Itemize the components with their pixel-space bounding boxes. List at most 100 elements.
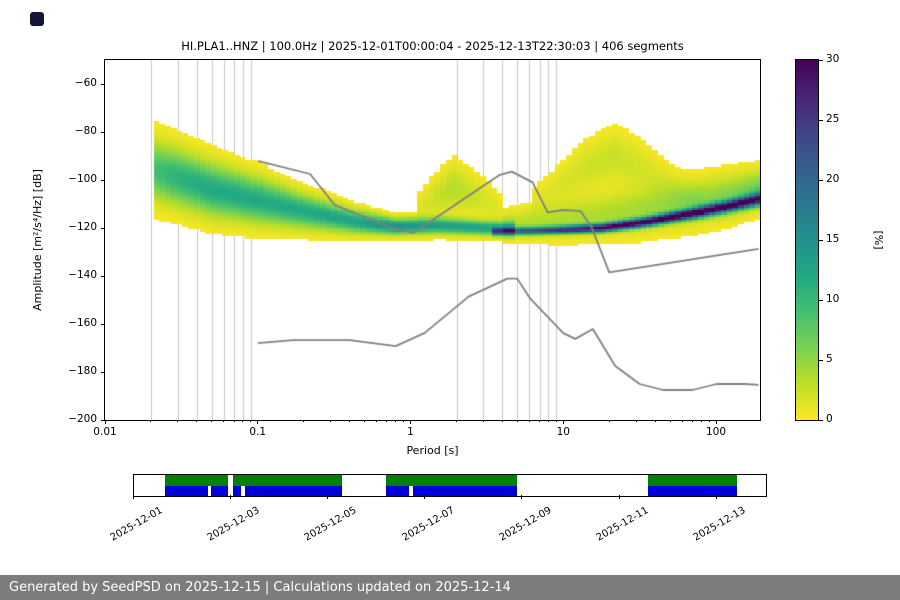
availability-segment-coverage-bottom	[233, 485, 241, 496]
x-minor-tick	[654, 420, 656, 422]
x-minor-tick	[364, 420, 366, 422]
x-minor-tick	[196, 420, 198, 422]
x-minor-tick	[403, 420, 405, 422]
x-tick	[410, 420, 412, 424]
x-tick	[104, 420, 106, 424]
availability-segment-coverage-bottom	[245, 485, 342, 496]
y-tick	[101, 323, 105, 325]
x-minor-tick	[233, 420, 235, 422]
x-minor-tick	[669, 420, 671, 422]
y-tick-label: −100	[68, 173, 97, 185]
availability-segment-coverage-top	[647, 475, 737, 486]
y-tick-label: −160	[68, 317, 97, 329]
colorbar-tick-label: 5	[826, 353, 833, 365]
x-minor-tick	[223, 420, 225, 422]
timeline-tick	[424, 495, 426, 499]
status-bar-text: Generated by SeedPSD on 2025-12-15 | Cal…	[9, 580, 511, 595]
availability-segment-coverage-bottom	[211, 485, 229, 496]
x-tick-label: 100	[706, 426, 727, 438]
colorbar-tick	[819, 179, 823, 181]
x-minor-tick	[681, 420, 683, 422]
x-minor-tick	[386, 420, 388, 422]
y-tick	[101, 179, 105, 181]
colorbar-tick-label: 0	[826, 413, 833, 425]
x-minor-tick	[242, 420, 244, 422]
y-tick	[101, 83, 105, 85]
status-bar: Generated by SeedPSD on 2025-12-15 | Cal…	[0, 575, 900, 600]
colorbar-tick-label: 30	[826, 53, 840, 65]
timeline-tick	[229, 495, 231, 499]
x-minor-tick	[547, 420, 549, 422]
timeline-date-label: 2025-12-07	[400, 505, 457, 544]
timeline-date-label: 2025-12-01	[108, 505, 165, 544]
ppsd-heatmap-canvas	[105, 60, 760, 420]
colorbar-tick-label: 10	[826, 293, 840, 305]
x-minor-tick	[303, 420, 305, 422]
x-tick-label: 0.01	[93, 426, 117, 438]
availability-timeline-bar	[133, 474, 767, 497]
colorbar-gradient	[795, 59, 819, 421]
y-tick-label: −200	[68, 413, 97, 425]
timeline-date-label: 2025-12-09	[497, 505, 554, 544]
timeline-date-label: 2025-12-11	[594, 505, 651, 544]
timeline-date-label: 2025-12-03	[205, 505, 262, 544]
x-minor-tick	[330, 420, 332, 422]
window-icon	[30, 12, 44, 26]
x-minor-tick	[150, 420, 152, 422]
colorbar-tick	[819, 119, 823, 121]
x-minor-tick	[482, 420, 484, 422]
y-tick	[101, 275, 105, 277]
timeline-date-label: 2025-12-13	[692, 505, 748, 544]
x-minor-tick	[211, 420, 213, 422]
x-minor-tick	[635, 420, 637, 422]
x-minor-tick	[349, 420, 351, 422]
y-tick	[101, 227, 105, 229]
y-tick-label: −80	[74, 125, 97, 137]
y-tick	[101, 371, 105, 373]
colorbar-tick	[819, 359, 823, 361]
x-minor-tick	[177, 420, 179, 422]
availability-segment-coverage-bottom	[164, 485, 208, 496]
colorbar-tick-label: 20	[826, 173, 840, 185]
y-tick	[101, 419, 105, 421]
x-minor-tick	[516, 420, 518, 422]
timeline-date-label: 2025-12-05	[303, 505, 359, 544]
y-tick-label: −120	[68, 221, 97, 233]
x-minor-tick	[708, 420, 710, 422]
colorbar-tick	[819, 299, 823, 301]
x-minor-tick	[555, 420, 557, 422]
timeline-tick	[521, 495, 523, 499]
availability-segment-coverage-top	[164, 475, 229, 486]
colorbar-tick	[819, 59, 823, 61]
timeline-tick	[132, 495, 134, 499]
timeline-tick	[326, 495, 328, 499]
x-tick-label: 1	[407, 426, 414, 438]
y-tick-label: −180	[68, 365, 97, 377]
plot-title: HI.PLA1..HNZ | 100.0Hz | 2025-12-01T00:0…	[181, 39, 684, 53]
x-tick	[715, 420, 717, 424]
x-minor-tick	[456, 420, 457, 422]
y-tick-label: −60	[74, 77, 97, 89]
colorbar-label: [%]	[872, 230, 885, 250]
x-axis-label: Period [s]	[406, 444, 459, 457]
x-minor-tick	[691, 420, 693, 422]
x-tick	[257, 420, 259, 424]
availability-segment-coverage-bottom	[647, 485, 737, 496]
availability-segment-coverage-bottom	[413, 485, 517, 496]
availability-segment-coverage-top	[233, 475, 342, 486]
y-tick	[101, 131, 105, 133]
x-minor-tick	[395, 420, 397, 422]
timeline-tick	[618, 495, 620, 499]
y-axis-label: Amplitude [m²/s⁴/Hz] [dB]	[31, 169, 44, 311]
x-tick-label: 10	[556, 426, 570, 438]
x-tick-label: 0.1	[249, 426, 267, 438]
x-minor-tick	[250, 420, 252, 422]
availability-segment-coverage-bottom	[386, 485, 409, 496]
x-minor-tick	[700, 420, 702, 422]
x-minor-tick	[528, 420, 530, 422]
colorbar-tick	[819, 419, 823, 421]
availability-segment-coverage-top	[386, 475, 517, 486]
ppsd-axes-box	[104, 59, 761, 421]
x-minor-tick	[608, 420, 610, 422]
